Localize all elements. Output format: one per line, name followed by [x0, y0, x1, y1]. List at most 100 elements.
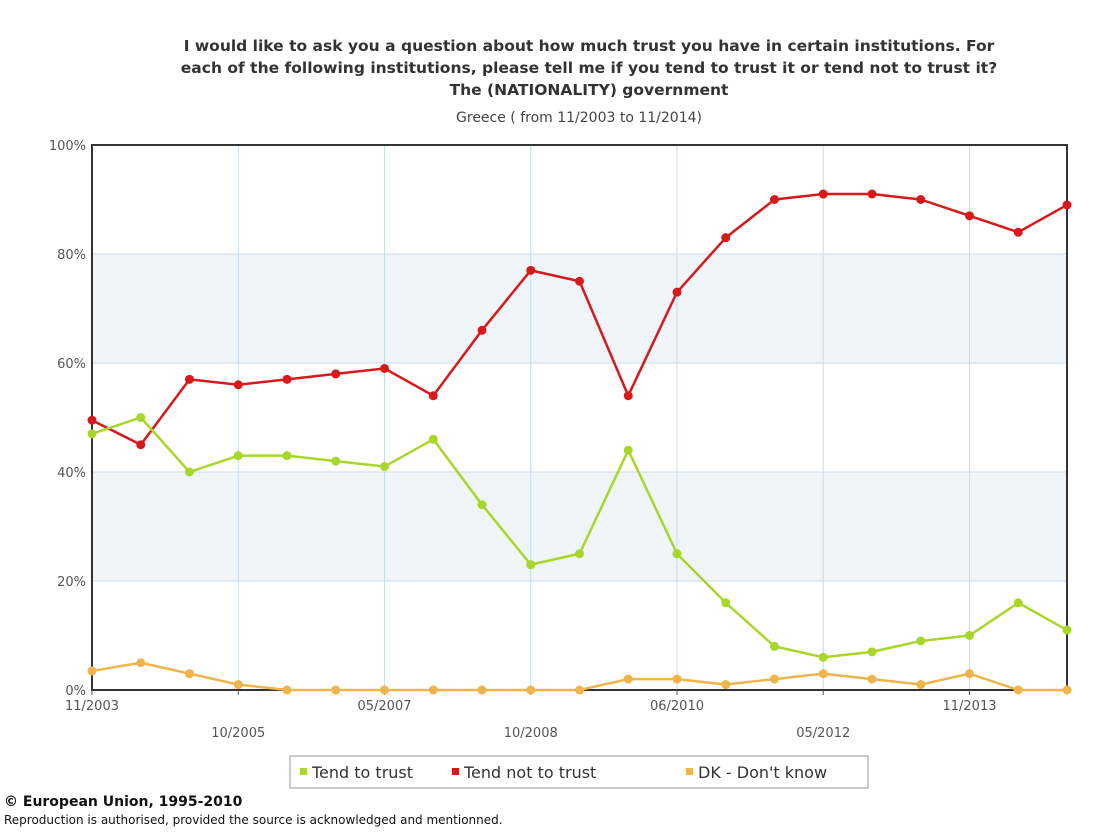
legend-item[interactable]: Tend not to trust	[452, 763, 596, 782]
legend-item[interactable]: DK - Don't know	[686, 763, 827, 782]
legend-swatch	[452, 768, 459, 775]
data-point	[282, 685, 292, 695]
legend-box	[289, 755, 869, 789]
data-point	[282, 374, 292, 384]
copyright-text: © European Union, 1995-2010	[4, 794, 243, 810]
y-tick-label: 60%	[57, 357, 86, 372]
chart-subtitle: Greece ( from 11/2003 to 11/2014)	[456, 110, 702, 126]
series-lines	[87, 189, 1072, 695]
data-point	[867, 189, 877, 199]
data-point	[867, 647, 877, 657]
data-point	[818, 189, 828, 199]
x-tick-label: 10/2008	[504, 726, 558, 741]
data-point	[185, 669, 194, 679]
series-dk-don-t-know	[87, 658, 1072, 695]
plot-band	[92, 581, 1067, 690]
legend-swatch	[300, 768, 307, 775]
data-point	[770, 674, 779, 684]
data-point	[965, 211, 974, 221]
data-point	[87, 415, 97, 425]
data-point	[916, 636, 926, 646]
y-tick-label: 20%	[57, 575, 86, 590]
data-point	[867, 674, 877, 684]
data-point	[575, 685, 584, 695]
x-axis: 11/2003 10/2005 05/2007 10/2008 06/2010 05/20…	[65, 690, 997, 741]
data-point	[623, 445, 633, 455]
data-point	[1062, 685, 1072, 695]
x-tick-label: 10/2005	[211, 726, 265, 741]
y-axis: 0% 20% 40% 60% 80% 100%	[49, 139, 86, 699]
data-point	[770, 641, 779, 651]
data-point	[380, 462, 389, 472]
plot-band	[92, 254, 1067, 363]
reproduction-note: Reproduction is authorised, provided the…	[4, 813, 503, 827]
chart-title-line-3: The (NATIONALITY) government	[450, 81, 730, 99]
plot-band	[92, 363, 1067, 472]
data-point	[87, 666, 97, 676]
x-tick-label: 11/2013	[942, 699, 996, 714]
data-point	[575, 549, 584, 559]
data-point	[623, 674, 633, 684]
legend-item[interactable]: Tend to trust	[300, 763, 413, 782]
y-tick-label: 100%	[49, 139, 86, 154]
data-point	[282, 451, 292, 461]
y-tick-label: 40%	[57, 466, 86, 481]
data-point	[1013, 598, 1023, 608]
data-point	[428, 685, 438, 695]
data-point	[1013, 685, 1023, 695]
data-point	[721, 680, 731, 690]
data-point	[526, 685, 536, 695]
legend[interactable]: Tend to trust Tend not to trust DK - Don't…	[289, 755, 869, 789]
data-point	[623, 391, 633, 401]
data-point	[233, 680, 243, 690]
data-point	[233, 451, 243, 461]
data-point	[672, 549, 682, 559]
data-point	[526, 560, 536, 570]
series-tend-to-trust	[87, 413, 1072, 662]
plot-band	[92, 472, 1067, 581]
data-point	[428, 391, 438, 401]
data-point	[575, 276, 584, 286]
data-point	[380, 685, 389, 695]
data-point	[233, 380, 243, 390]
x-tick-label: 05/2007	[357, 699, 411, 714]
data-point	[1062, 625, 1072, 635]
y-tick-label: 80%	[57, 248, 86, 263]
plot-bands	[92, 145, 1067, 690]
data-point	[526, 265, 536, 275]
data-point	[477, 325, 487, 335]
x-tick-label: 11/2003	[65, 699, 119, 714]
data-point	[331, 456, 341, 466]
chart-title-line-2: each of the following institutions, plea…	[181, 59, 997, 77]
data-point	[818, 669, 828, 679]
data-point	[965, 669, 974, 679]
data-point	[1013, 227, 1023, 237]
y-tick-label: 0%	[65, 684, 86, 699]
x-tick-label: 05/2012	[796, 726, 850, 741]
data-point	[428, 434, 438, 444]
data-point	[818, 652, 828, 662]
data-point	[1062, 200, 1072, 210]
legend-swatch	[686, 768, 693, 775]
chart-title-line-1: I would like to ask you a question about…	[184, 37, 995, 55]
data-point	[477, 500, 487, 510]
data-point	[136, 440, 146, 450]
data-point	[87, 429, 97, 439]
data-point	[185, 374, 194, 384]
data-point	[721, 598, 731, 608]
plot-band	[92, 145, 1067, 254]
series-tend-not-to-trust	[87, 189, 1072, 450]
data-point	[331, 369, 341, 379]
data-point	[916, 680, 926, 690]
x-tick-label: 06/2010	[650, 699, 704, 714]
data-point	[721, 233, 731, 243]
data-point	[136, 658, 146, 668]
data-point	[916, 195, 926, 204]
data-point	[770, 195, 779, 204]
data-point	[965, 631, 974, 640]
data-point	[136, 413, 146, 422]
grid-lines	[92, 145, 1067, 690]
data-point	[672, 287, 682, 297]
legend-label: Tend to trust	[311, 763, 413, 782]
legend-label: Tend not to trust	[463, 763, 596, 782]
